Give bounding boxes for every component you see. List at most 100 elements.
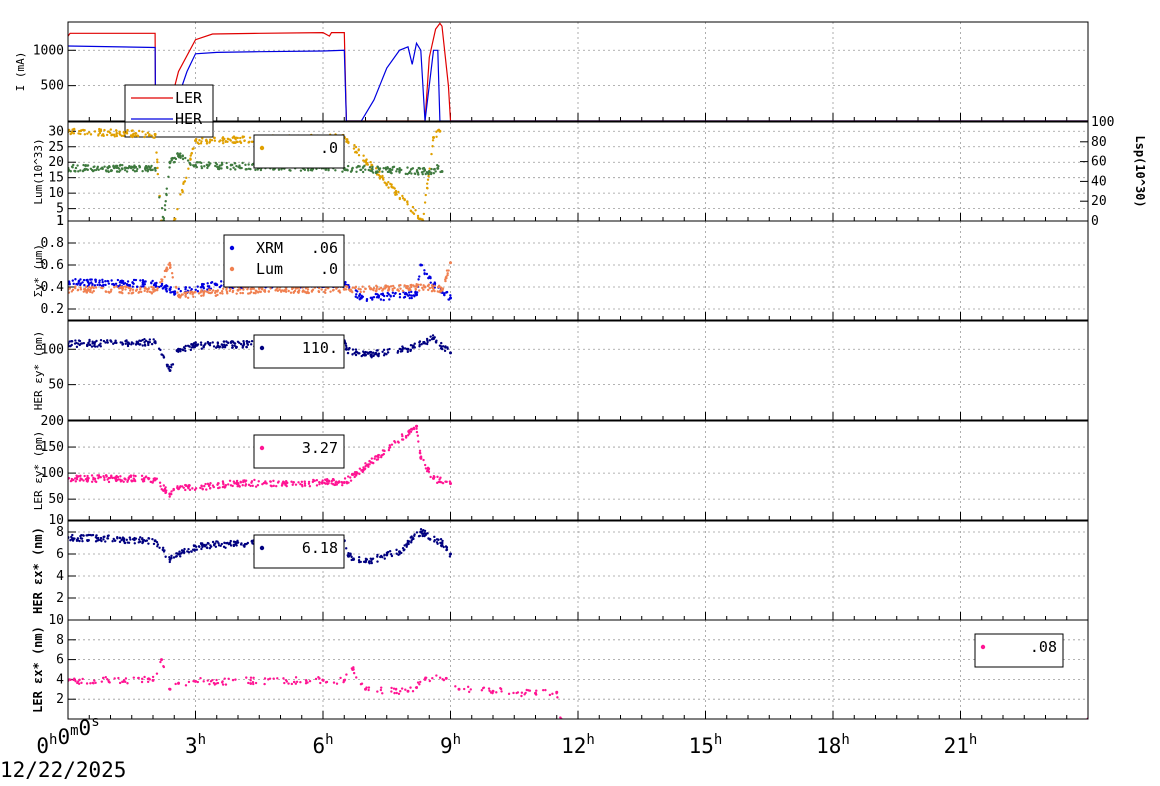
legend-label: HER — [175, 110, 203, 128]
data-point — [153, 477, 157, 480]
data-point — [422, 288, 425, 291]
data-point — [133, 542, 136, 545]
data-point — [125, 538, 128, 542]
data-point — [98, 343, 101, 347]
data-point — [181, 157, 185, 161]
data-point — [200, 547, 203, 551]
data-point — [79, 477, 82, 480]
data-point — [390, 183, 393, 186]
data-point — [113, 477, 117, 480]
data-point — [209, 138, 212, 141]
data-point — [364, 464, 367, 468]
data-point — [154, 479, 157, 482]
data-point — [325, 477, 329, 481]
data-point — [318, 482, 321, 486]
data-point — [239, 140, 242, 144]
data-point — [449, 552, 452, 556]
data-point — [117, 287, 121, 290]
data-point — [327, 479, 331, 483]
data-point — [150, 285, 153, 289]
data-point — [80, 681, 83, 685]
data-point — [446, 273, 449, 277]
data-point — [106, 341, 109, 344]
data-point — [141, 338, 144, 342]
data-point — [226, 541, 229, 545]
data-point — [387, 448, 391, 452]
data-point — [129, 134, 133, 137]
data-point — [138, 166, 142, 169]
data-point — [99, 129, 103, 133]
data-point — [252, 291, 256, 295]
data-point — [151, 279, 154, 283]
data-point — [175, 552, 178, 555]
data-point — [437, 285, 440, 289]
data-point — [143, 337, 146, 341]
data-point — [430, 284, 434, 287]
data-point — [424, 172, 427, 176]
data-point — [401, 546, 405, 550]
data-point — [123, 132, 126, 135]
data-point — [432, 171, 436, 175]
data-point — [75, 282, 78, 286]
data-point — [205, 142, 209, 145]
data-point — [315, 479, 319, 482]
legend-value: 3.27 — [302, 439, 338, 457]
data-point — [74, 170, 77, 173]
data-point — [131, 285, 135, 288]
data-point — [357, 154, 361, 157]
data-point — [368, 166, 372, 169]
data-point — [109, 290, 113, 293]
data-point — [68, 128, 71, 132]
data-point — [196, 680, 200, 684]
data-point — [190, 288, 193, 291]
data-point — [118, 681, 122, 685]
data-point — [186, 344, 190, 347]
data-point — [98, 131, 102, 135]
data-point — [85, 682, 89, 685]
data-point — [229, 139, 232, 142]
data-point — [294, 682, 298, 685]
legend-box — [253, 434, 345, 469]
y-tick-label: 50 — [48, 492, 64, 507]
data-point — [151, 675, 155, 679]
y-tick-label: 10 — [48, 513, 64, 528]
series-line-her — [68, 41, 1088, 121]
data-point — [278, 288, 281, 291]
y-tick-label: 2 — [56, 692, 64, 707]
legend-label: XRM — [256, 239, 283, 257]
data-point — [415, 291, 419, 294]
data-point — [200, 343, 203, 346]
data-point — [179, 485, 182, 488]
data-point — [352, 671, 356, 675]
data-point — [421, 218, 424, 221]
data-point — [412, 344, 415, 348]
data-point — [89, 289, 92, 292]
data-point — [192, 343, 195, 346]
data-point — [440, 341, 443, 345]
data-point — [150, 342, 154, 346]
data-point — [377, 296, 380, 299]
data-point — [165, 192, 168, 196]
data-point — [162, 217, 166, 220]
data-point — [375, 284, 378, 288]
data-point — [239, 481, 243, 484]
data-point — [84, 163, 87, 167]
data-point — [184, 488, 187, 492]
y2-tick-label: 60 — [1091, 155, 1107, 170]
y-tick-label: 100 — [41, 342, 64, 357]
data-point — [436, 166, 440, 170]
data-point — [159, 485, 162, 488]
data-point — [429, 281, 432, 284]
data-point — [395, 552, 398, 555]
data-point — [247, 483, 251, 487]
data-point — [310, 289, 314, 292]
data-point — [199, 341, 203, 344]
data-point — [97, 168, 100, 171]
legend: 110. — [253, 334, 345, 369]
data-point — [139, 279, 142, 282]
data-point — [297, 481, 300, 484]
data-point — [318, 480, 321, 484]
data-point — [122, 134, 125, 138]
